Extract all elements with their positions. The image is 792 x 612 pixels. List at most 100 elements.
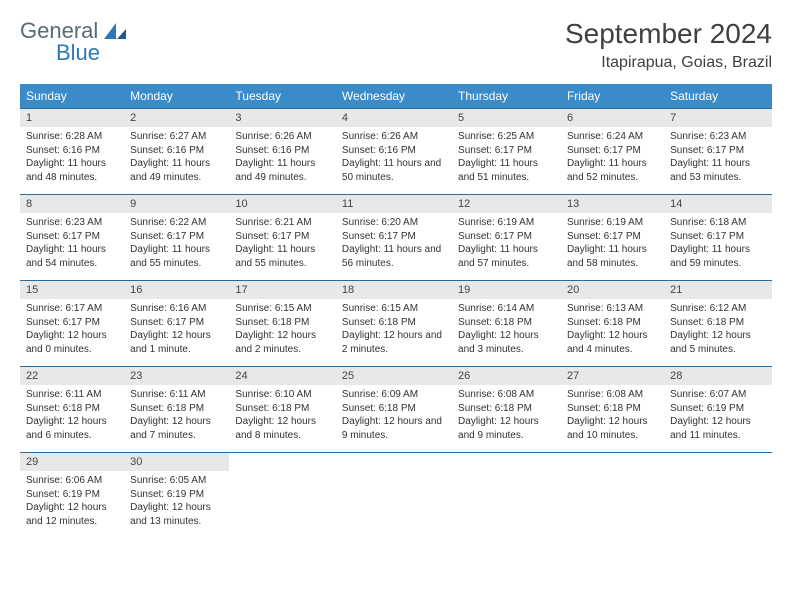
daylight-line: Daylight: 11 hours and 55 minutes.	[235, 243, 330, 270]
day-detail-cell: Sunrise: 6:22 AMSunset: 6:17 PMDaylight:…	[124, 213, 229, 281]
sunset-line: Sunset: 6:18 PM	[235, 402, 330, 416]
day-detail-cell: Sunrise: 6:15 AMSunset: 6:18 PMDaylight:…	[336, 299, 452, 367]
day-number-cell: 30	[124, 453, 229, 472]
day-number-cell: 27	[561, 367, 664, 386]
day-detail-cell: Sunrise: 6:14 AMSunset: 6:18 PMDaylight:…	[452, 299, 561, 367]
day-number-cell: 20	[561, 281, 664, 300]
daylight-line: Daylight: 12 hours and 3 minutes.	[458, 329, 555, 356]
day-detail-cell: Sunrise: 6:19 AMSunset: 6:17 PMDaylight:…	[452, 213, 561, 281]
day-number-cell: 11	[336, 195, 452, 214]
sunrise-line: Sunrise: 6:22 AM	[130, 216, 223, 230]
location-subtitle: Itapirapua, Goias, Brazil	[565, 54, 772, 72]
daylight-line: Daylight: 11 hours and 56 minutes.	[342, 243, 446, 270]
day-number-cell: 26	[452, 367, 561, 386]
sunrise-line: Sunrise: 6:13 AM	[567, 302, 658, 316]
day-detail-cell: Sunrise: 6:23 AMSunset: 6:17 PMDaylight:…	[20, 213, 124, 281]
sunset-line: Sunset: 6:18 PM	[342, 402, 446, 416]
day-detail-cell: Sunrise: 6:24 AMSunset: 6:17 PMDaylight:…	[561, 127, 664, 195]
day-number-cell: 22	[20, 367, 124, 386]
day-number-cell: 16	[124, 281, 229, 300]
day-number-cell: 10	[229, 195, 336, 214]
day-detail-cell	[452, 471, 561, 538]
weekday-header-row: SundayMondayTuesdayWednesdayThursdayFrid…	[20, 84, 772, 109]
daylight-line: Daylight: 12 hours and 6 minutes.	[26, 415, 118, 442]
day-number-cell: 4	[336, 109, 452, 128]
day-number-cell: 25	[336, 367, 452, 386]
sunrise-line: Sunrise: 6:24 AM	[567, 130, 658, 144]
day-detail-cell: Sunrise: 6:05 AMSunset: 6:19 PMDaylight:…	[124, 471, 229, 538]
title-block: September 2024 Itapirapua, Goias, Brazil	[565, 18, 772, 72]
day-detail-cell	[561, 471, 664, 538]
daylight-line: Daylight: 12 hours and 7 minutes.	[130, 415, 223, 442]
day-detail-cell: Sunrise: 6:21 AMSunset: 6:17 PMDaylight:…	[229, 213, 336, 281]
sunset-line: Sunset: 6:16 PM	[235, 144, 330, 158]
day-number-cell: 6	[561, 109, 664, 128]
daylight-line: Daylight: 12 hours and 9 minutes.	[458, 415, 555, 442]
day-number-cell: 9	[124, 195, 229, 214]
brand-word-2: Blue	[56, 40, 128, 66]
day-detail-cell: Sunrise: 6:26 AMSunset: 6:16 PMDaylight:…	[336, 127, 452, 195]
weekday-header: Saturday	[664, 84, 772, 109]
sunrise-line: Sunrise: 6:08 AM	[458, 388, 555, 402]
day-detail-cell: Sunrise: 6:16 AMSunset: 6:17 PMDaylight:…	[124, 299, 229, 367]
sunset-line: Sunset: 6:16 PM	[130, 144, 223, 158]
sunrise-line: Sunrise: 6:15 AM	[235, 302, 330, 316]
sunset-line: Sunset: 6:17 PM	[235, 230, 330, 244]
daylight-line: Daylight: 11 hours and 48 minutes.	[26, 157, 118, 184]
daylight-line: Daylight: 12 hours and 9 minutes.	[342, 415, 446, 442]
sunrise-line: Sunrise: 6:15 AM	[342, 302, 446, 316]
sunrise-line: Sunrise: 6:09 AM	[342, 388, 446, 402]
sunset-line: Sunset: 6:18 PM	[26, 402, 118, 416]
sunrise-line: Sunrise: 6:20 AM	[342, 216, 446, 230]
daylight-line: Daylight: 11 hours and 57 minutes.	[458, 243, 555, 270]
day-number-cell: 18	[336, 281, 452, 300]
day-detail-cell: Sunrise: 6:25 AMSunset: 6:17 PMDaylight:…	[452, 127, 561, 195]
day-detail-cell: Sunrise: 6:09 AMSunset: 6:18 PMDaylight:…	[336, 385, 452, 453]
day-detail-cell	[664, 471, 772, 538]
day-detail-cell: Sunrise: 6:26 AMSunset: 6:16 PMDaylight:…	[229, 127, 336, 195]
daylight-line: Daylight: 12 hours and 10 minutes.	[567, 415, 658, 442]
day-number-cell: 8	[20, 195, 124, 214]
sunrise-line: Sunrise: 6:26 AM	[342, 130, 446, 144]
weekday-header: Tuesday	[229, 84, 336, 109]
day-number-cell: 7	[664, 109, 772, 128]
sunset-line: Sunset: 6:17 PM	[458, 230, 555, 244]
day-number-cell	[452, 453, 561, 472]
day-detail-cell: Sunrise: 6:13 AMSunset: 6:18 PMDaylight:…	[561, 299, 664, 367]
weekday-header: Monday	[124, 84, 229, 109]
sunrise-line: Sunrise: 6:10 AM	[235, 388, 330, 402]
sunset-line: Sunset: 6:19 PM	[130, 488, 223, 502]
sunrise-line: Sunrise: 6:07 AM	[670, 388, 766, 402]
sunset-line: Sunset: 6:17 PM	[567, 144, 658, 158]
sunrise-line: Sunrise: 6:19 AM	[458, 216, 555, 230]
day-number-cell: 24	[229, 367, 336, 386]
sunrise-line: Sunrise: 6:16 AM	[130, 302, 223, 316]
sunrise-line: Sunrise: 6:08 AM	[567, 388, 658, 402]
daylight-line: Daylight: 12 hours and 1 minute.	[130, 329, 223, 356]
sunset-line: Sunset: 6:17 PM	[26, 316, 118, 330]
sunrise-line: Sunrise: 6:06 AM	[26, 474, 118, 488]
day-detail-cell: Sunrise: 6:08 AMSunset: 6:18 PMDaylight:…	[561, 385, 664, 453]
day-detail-cell: Sunrise: 6:23 AMSunset: 6:17 PMDaylight:…	[664, 127, 772, 195]
day-number-cell: 21	[664, 281, 772, 300]
daylight-line: Daylight: 11 hours and 53 minutes.	[670, 157, 766, 184]
sunset-line: Sunset: 6:18 PM	[235, 316, 330, 330]
sunset-line: Sunset: 6:18 PM	[130, 402, 223, 416]
sunset-line: Sunset: 6:18 PM	[458, 402, 555, 416]
daylight-line: Daylight: 12 hours and 2 minutes.	[342, 329, 446, 356]
day-number-cell: 23	[124, 367, 229, 386]
sunrise-line: Sunrise: 6:28 AM	[26, 130, 118, 144]
daylight-line: Daylight: 11 hours and 59 minutes.	[670, 243, 766, 270]
day-detail-cell: Sunrise: 6:19 AMSunset: 6:17 PMDaylight:…	[561, 213, 664, 281]
day-detail-cell	[336, 471, 452, 538]
day-number-cell	[229, 453, 336, 472]
day-number-cell: 28	[664, 367, 772, 386]
sunrise-line: Sunrise: 6:25 AM	[458, 130, 555, 144]
sunset-line: Sunset: 6:17 PM	[130, 230, 223, 244]
day-detail-cell: Sunrise: 6:20 AMSunset: 6:17 PMDaylight:…	[336, 213, 452, 281]
daylight-line: Daylight: 11 hours and 49 minutes.	[235, 157, 330, 184]
daylight-line: Daylight: 11 hours and 50 minutes.	[342, 157, 446, 184]
weekday-header: Friday	[561, 84, 664, 109]
day-detail-cell: Sunrise: 6:28 AMSunset: 6:16 PMDaylight:…	[20, 127, 124, 195]
month-title: September 2024	[565, 18, 772, 50]
